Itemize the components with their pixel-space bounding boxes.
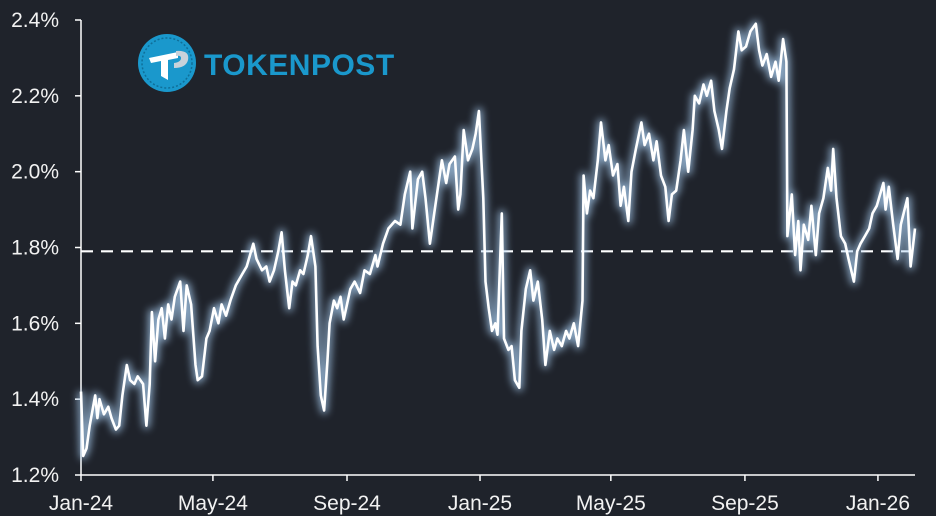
y-tick-label: 2.4% — [11, 9, 59, 32]
y-tick-label: 2.2% — [11, 85, 59, 108]
y-axis: 1.2% 1.4% 1.6% 1.8% 2.0% 2.2% 2.4% — [11, 9, 82, 487]
x-tick-label: Sep-24 — [313, 492, 381, 515]
x-tick-label: Jan-26 — [846, 492, 910, 515]
series-line — [79, 22, 917, 458]
logo: TOKENPOST — [138, 34, 395, 92]
y-tick-label: 2.0% — [11, 161, 59, 184]
x-axis: Jan-24 May-24 Sep-24 Jan-25 May-25 Sep-25 Jan-… — [49, 474, 915, 515]
y-tick-label: 1.6% — [11, 312, 59, 335]
x-tick-label: Jan-24 — [49, 492, 114, 515]
logo-text: TOKENPOST — [204, 49, 395, 82]
logo-badge-ring — [141, 37, 193, 89]
logo-tp-icon — [149, 52, 178, 80]
logo-p-curve — [174, 50, 189, 68]
y-tick-label: 1.4% — [11, 388, 59, 411]
x-tick-label: Jan-25 — [448, 492, 512, 515]
y-tick-label: 1.8% — [11, 237, 59, 260]
x-tick-label: Sep-25 — [711, 492, 779, 515]
x-tick-label: May-24 — [178, 492, 248, 515]
y-tick-label: 1.2% — [11, 464, 59, 487]
x-tick-label: May-25 — [576, 492, 646, 515]
